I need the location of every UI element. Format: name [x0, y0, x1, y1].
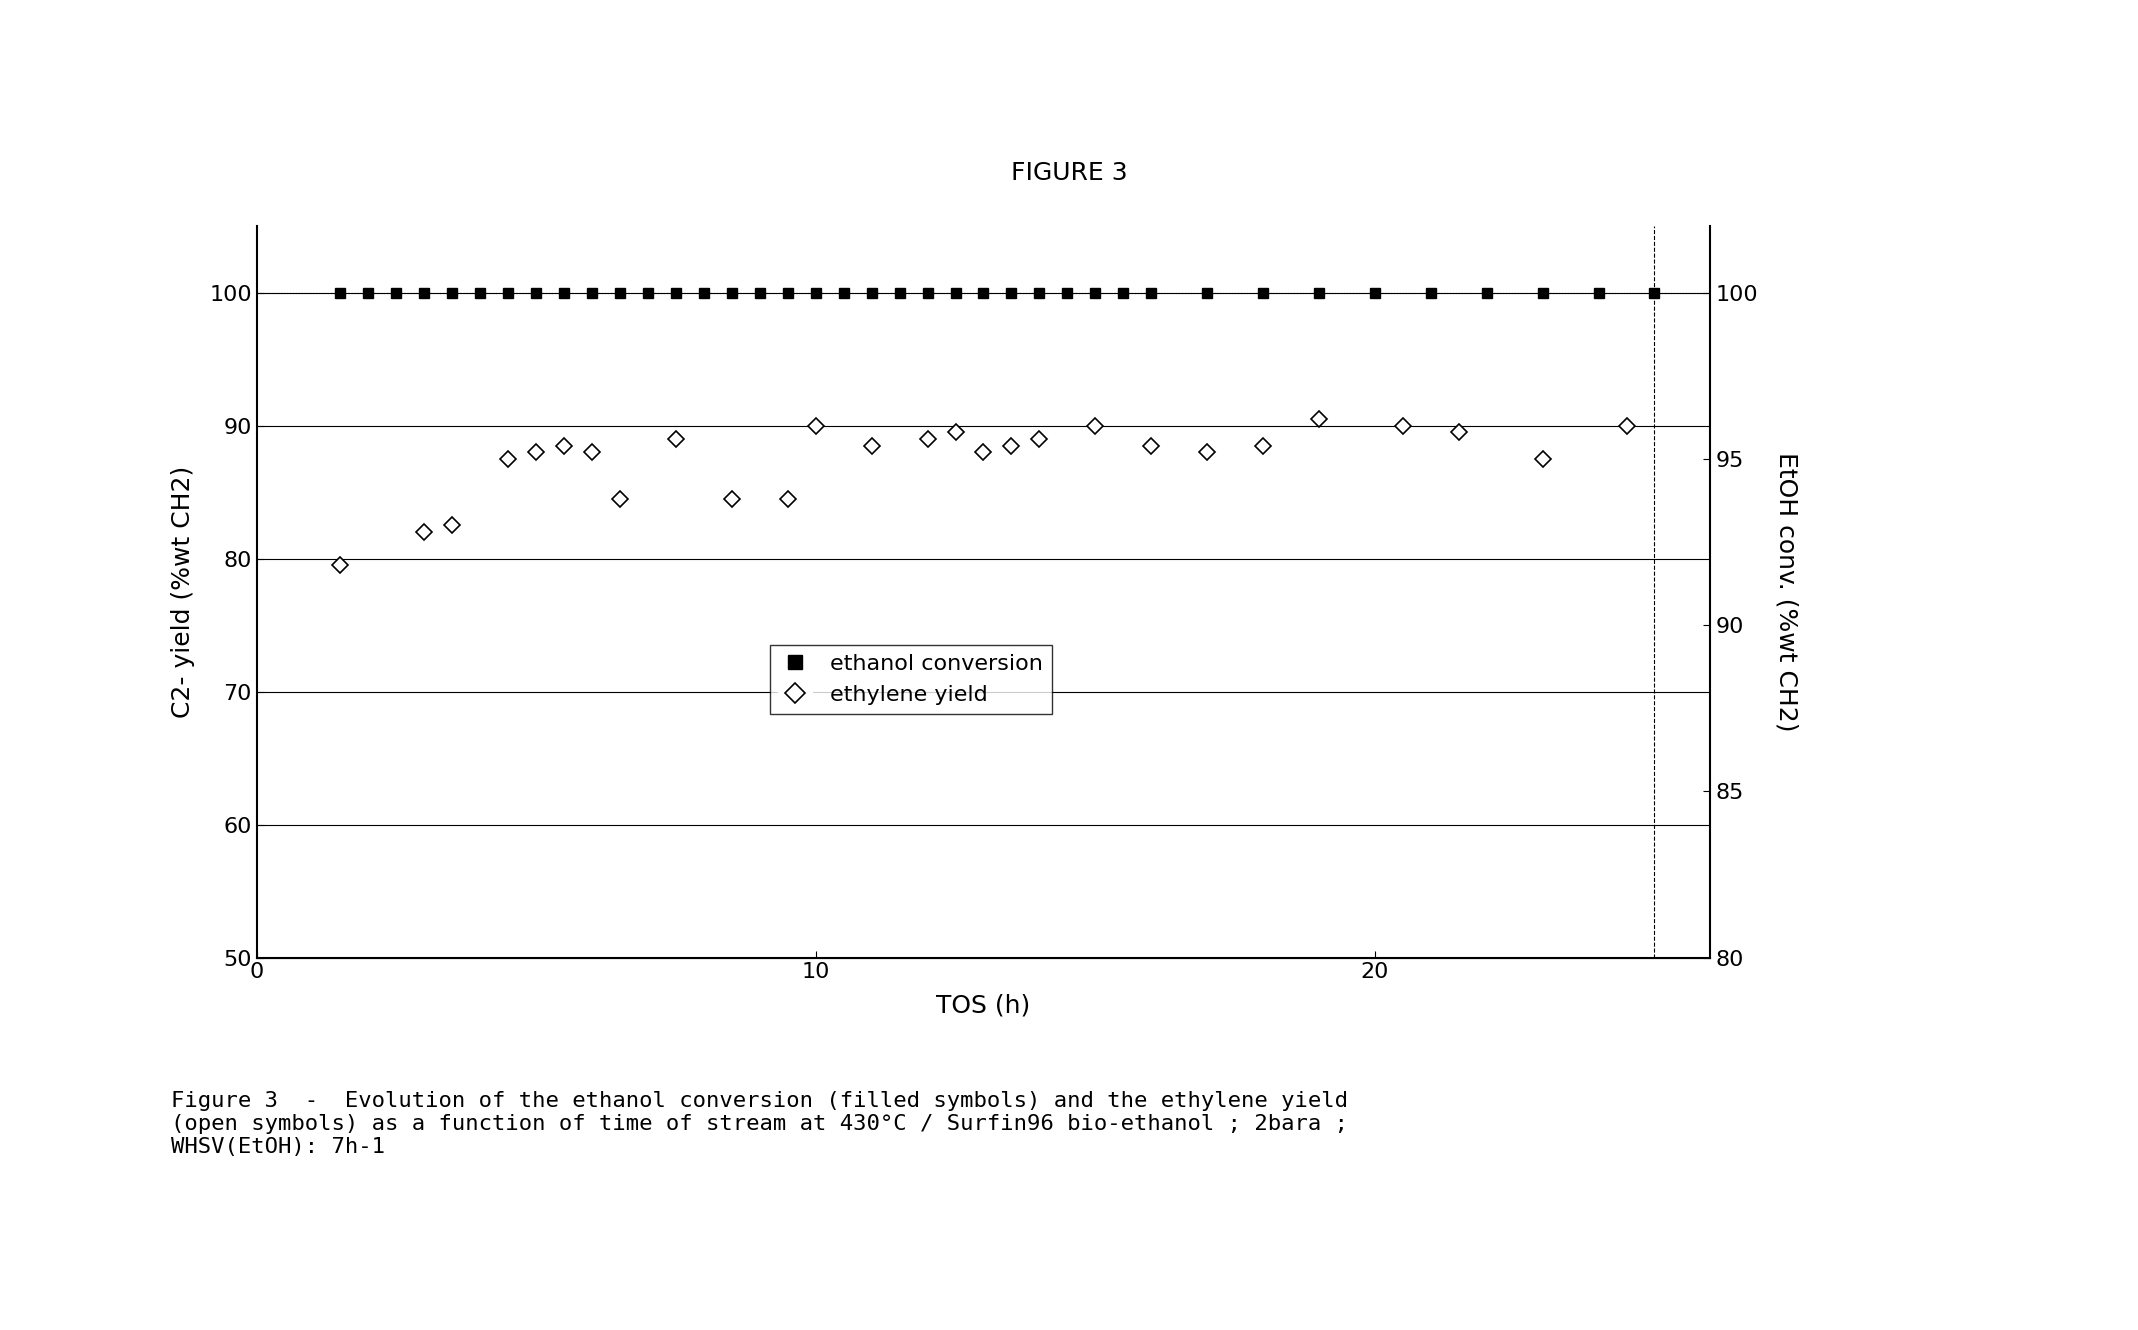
- Y-axis label: EtOH conv. (%wt CH2): EtOH conv. (%wt CH2): [1775, 452, 1798, 732]
- Legend: ethanol conversion, ethylene yield: ethanol conversion, ethylene yield: [770, 645, 1052, 714]
- Text: FIGURE 3: FIGURE 3: [1011, 161, 1127, 185]
- Y-axis label: C2- yield (%wt CH2): C2- yield (%wt CH2): [171, 465, 195, 718]
- X-axis label: TOS (h): TOS (h): [936, 994, 1031, 1017]
- Text: Figure 3  -  Evolution of the ethanol conversion (filled symbols) and the ethyle: Figure 3 - Evolution of the ethanol conv…: [171, 1091, 1349, 1157]
